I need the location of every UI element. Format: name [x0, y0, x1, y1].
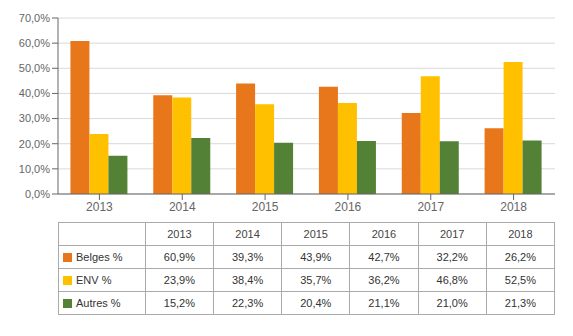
html-text:46,8%: 46,8% [436, 274, 468, 286]
html-text:21,0%: 21,0% [436, 297, 468, 309]
svg-text:2017: 2017 [417, 200, 444, 214]
svg-text:40,0%: 40,0% [19, 87, 50, 99]
svg-text:2013: 2013 [86, 200, 113, 214]
html-text:15,2%: 15,2% [163, 297, 195, 309]
html-text:2013: 2013 [167, 228, 192, 240]
html-text:22,3%: 22,3% [232, 297, 264, 309]
html-text:2014: 2014 [235, 228, 260, 240]
html-text:2015: 2015 [303, 228, 328, 240]
html-text:52,5%: 52,5% [504, 274, 536, 286]
svg-text:2014: 2014 [169, 200, 196, 214]
svg-text:10,0%: 10,0% [19, 163, 50, 175]
html-text:26,2%: 26,2% [504, 251, 536, 263]
html-text:38,4%: 38,4% [232, 274, 264, 286]
html-text:ENV %: ENV % [76, 274, 112, 287]
svg-text:30,0%: 30,0% [19, 112, 50, 124]
html-text:43,9%: 43,9% [300, 251, 332, 263]
html-text:Autres %: Autres % [76, 297, 121, 310]
svg-text:0,0%: 0,0% [25, 188, 50, 200]
html-text:32,2%: 32,2% [436, 251, 468, 263]
html-text:20,4%: 20,4% [300, 297, 332, 309]
svg-text:2018: 2018 [500, 200, 527, 214]
svg-text:2015: 2015 [252, 200, 279, 214]
html-text:60,9%: 60,9% [163, 251, 195, 263]
html-text:23,9%: 23,9% [163, 274, 195, 286]
svg-text:60,0%: 60,0% [19, 37, 50, 49]
html-text:2017: 2017 [439, 228, 465, 240]
svg-text:50,0%: 50,0% [19, 62, 50, 74]
svg-text:2016: 2016 [335, 200, 362, 214]
html-text:39,3%: 39,3% [232, 251, 264, 263]
html-text:2016: 2016 [371, 228, 397, 240]
html-text:21,1%: 21,1% [368, 297, 400, 309]
svg-text:20,0%: 20,0% [19, 138, 50, 150]
html-text:35,7%: 35,7% [300, 274, 332, 286]
html-text:36,2%: 36,2% [368, 274, 400, 286]
html-text:21,3%: 21,3% [504, 297, 536, 309]
html-text:Belges %: Belges % [76, 251, 123, 264]
html-text:42,7%: 42,7% [368, 251, 400, 263]
html-text:2018: 2018 [508, 228, 533, 240]
svg-text:70,0%: 70,0% [19, 12, 50, 24]
